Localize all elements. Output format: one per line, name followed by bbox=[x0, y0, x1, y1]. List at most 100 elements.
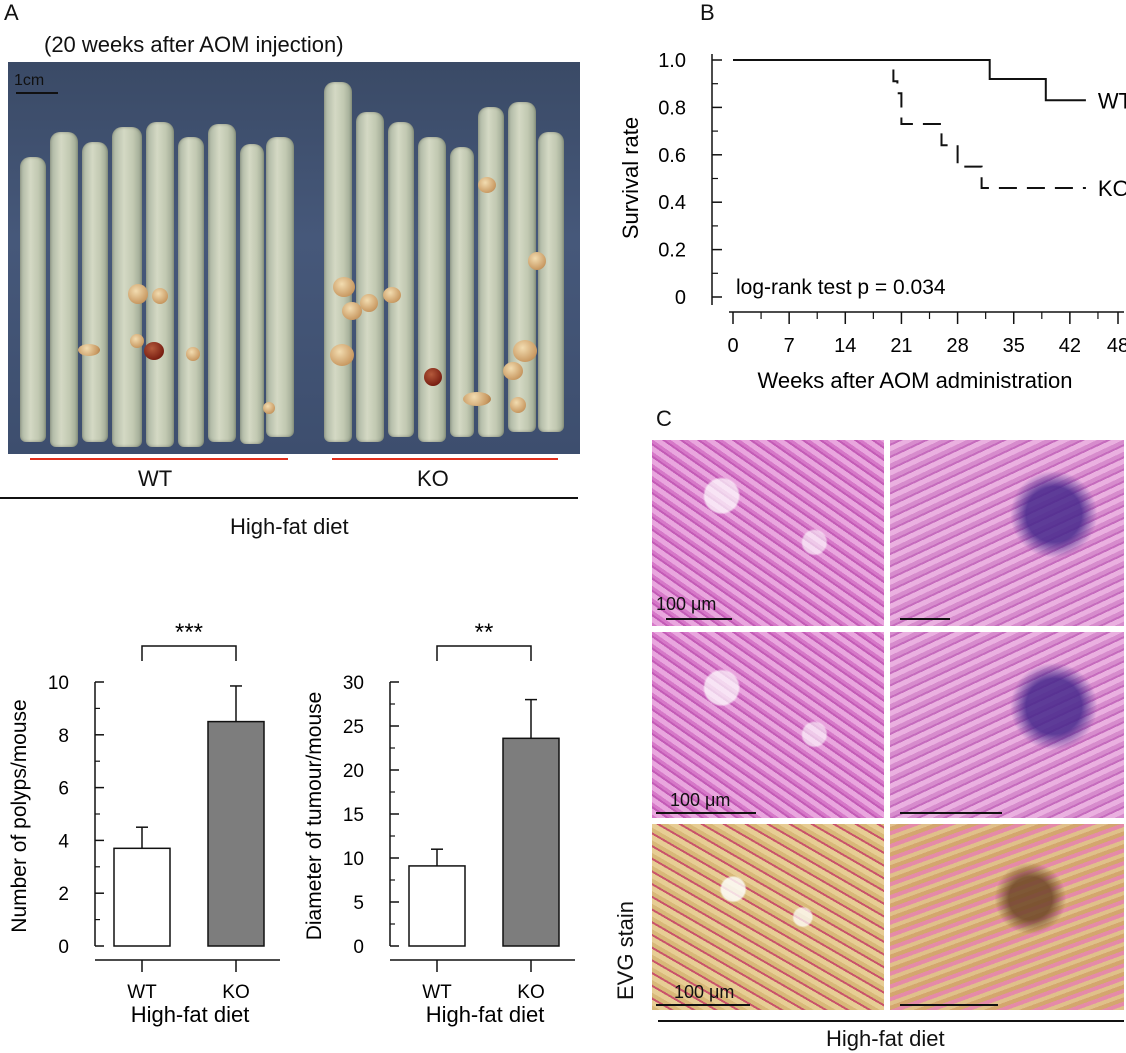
photo-scale-bar bbox=[16, 92, 58, 94]
colon-specimen bbox=[146, 122, 174, 447]
x-tick-label: 28 bbox=[946, 335, 968, 357]
x-tick-label: 7 bbox=[784, 335, 795, 357]
y-tick-label: 10 bbox=[343, 849, 364, 870]
series-line-wt bbox=[733, 59, 1086, 102]
scale-bar bbox=[900, 1004, 998, 1006]
significance-marker: *** bbox=[175, 619, 203, 646]
series-label-wt: WT bbox=[1098, 88, 1126, 113]
y-tick-label: 0 bbox=[353, 937, 364, 958]
x-tick-label: WT bbox=[127, 982, 157, 1003]
colon-specimen bbox=[418, 137, 446, 442]
colon-specimen bbox=[240, 144, 264, 444]
colon-specimen bbox=[266, 137, 294, 437]
polyp bbox=[503, 362, 523, 380]
polyp bbox=[424, 368, 442, 386]
panel-a-label: A bbox=[4, 0, 19, 25]
y-tick-label: 15 bbox=[343, 805, 364, 826]
significance-marker: ** bbox=[475, 619, 494, 646]
x-tick-label: 21 bbox=[890, 335, 912, 357]
y-tick-label: 6 bbox=[58, 779, 69, 800]
bar-ko bbox=[502, 737, 560, 947]
x-tick-label: KO bbox=[222, 982, 249, 1003]
y-tick-label: 1.0 bbox=[658, 50, 686, 72]
polyp bbox=[333, 277, 355, 297]
histology-he-low-ko bbox=[890, 440, 1124, 626]
y-tick-label: 0 bbox=[675, 287, 686, 309]
polyp bbox=[130, 334, 144, 348]
bar-wt bbox=[408, 865, 466, 947]
histology-evg-ko bbox=[890, 824, 1124, 1010]
scale-label: 100 μm bbox=[656, 594, 717, 614]
scale-label: 100 μm bbox=[670, 790, 731, 810]
panel-c-label: C bbox=[656, 406, 672, 431]
scale-bar bbox=[656, 1004, 750, 1006]
photo-group-ko-label: KO bbox=[417, 466, 449, 491]
y-axis-title: Diameter of tumour/mouse bbox=[303, 692, 326, 941]
photo-diet-label: High-fat diet bbox=[230, 514, 349, 539]
bar-ko bbox=[207, 720, 265, 947]
polyp bbox=[360, 294, 378, 312]
x-tick-label: 35 bbox=[1003, 335, 1025, 357]
polyp bbox=[528, 252, 546, 270]
y-axis-title: Number of polyps/mouse bbox=[8, 699, 31, 932]
histology-he-high-ko bbox=[890, 632, 1124, 818]
y-tick-label: 20 bbox=[343, 761, 364, 782]
significance-bracket bbox=[436, 645, 532, 661]
x-tick-label: KO bbox=[517, 982, 544, 1003]
colon-specimen bbox=[50, 132, 78, 447]
logrank-annotation: log-rank test p = 0.034 bbox=[736, 276, 946, 299]
polyp bbox=[510, 397, 526, 413]
diameter-bar-chart: 0 5 10 15 20 25 30 WT KO ** High-fat diet Diameter … bbox=[303, 619, 575, 1027]
x-tick-label: WT bbox=[422, 982, 452, 1003]
y-tick-label: 0.6 bbox=[658, 145, 686, 167]
photo-group-wt-label: WT bbox=[138, 466, 173, 491]
polyp bbox=[513, 340, 537, 362]
polyps-bar-chart: 0 2 4 6 8 10 WT KO *** High-fat diet Number of pol… bbox=[8, 619, 280, 1027]
colon-specimen bbox=[20, 157, 46, 442]
colon-specimen bbox=[208, 124, 236, 442]
x-axis-title: High-fat diet bbox=[426, 1002, 545, 1027]
y-tick-label: 5 bbox=[353, 893, 364, 914]
y-tick-label: 8 bbox=[58, 726, 69, 747]
colon-specimen bbox=[538, 132, 564, 432]
polyp bbox=[383, 287, 401, 303]
x-axis-title: Weeks after AOM administration bbox=[757, 368, 1072, 393]
colon-specimen bbox=[478, 107, 504, 437]
colon-specimen bbox=[82, 142, 108, 442]
colon-photograph: 1cm bbox=[8, 62, 580, 454]
histology-he-high-wt: 100 μm bbox=[652, 632, 884, 818]
bar-wt bbox=[113, 847, 171, 947]
colon-specimen bbox=[388, 122, 414, 437]
scale-bar bbox=[656, 812, 756, 814]
histology-he-low-wt: 100 μm bbox=[652, 440, 884, 626]
y-tick-label: 0.4 bbox=[658, 192, 686, 214]
polyp bbox=[78, 344, 100, 356]
polyp bbox=[478, 177, 496, 193]
y-tick-label: 30 bbox=[343, 673, 364, 694]
ko-group-underline bbox=[332, 458, 558, 460]
y-tick-label: 0 bbox=[58, 937, 69, 958]
scale-bar bbox=[900, 812, 1002, 814]
colon-specimen bbox=[356, 112, 384, 442]
histology-evg-wt: 100 μm bbox=[652, 824, 884, 1010]
polyp bbox=[263, 402, 275, 414]
polyp bbox=[144, 342, 164, 360]
x-axis-title: High-fat diet bbox=[131, 1002, 250, 1027]
polyp bbox=[463, 392, 491, 406]
colon-specimen bbox=[178, 137, 204, 447]
polyp bbox=[128, 284, 148, 304]
y-tick-label: 0.2 bbox=[658, 240, 686, 262]
significance-bracket bbox=[141, 645, 237, 661]
scale-bar bbox=[666, 618, 732, 620]
x-tick-label: 42 bbox=[1059, 335, 1081, 357]
polyp bbox=[152, 288, 168, 304]
series-label-ko: KO bbox=[1098, 176, 1126, 201]
y-axis-title: Survival rate bbox=[618, 117, 643, 239]
colon-specimen bbox=[324, 82, 352, 442]
evg-stain-label: EVG stain bbox=[613, 900, 638, 1000]
series-line-ko bbox=[892, 69, 1086, 189]
x-tick-label: 14 bbox=[834, 335, 856, 357]
scale-bar bbox=[900, 618, 950, 620]
y-tick-label: 2 bbox=[58, 884, 69, 905]
colon-specimen bbox=[450, 147, 474, 437]
